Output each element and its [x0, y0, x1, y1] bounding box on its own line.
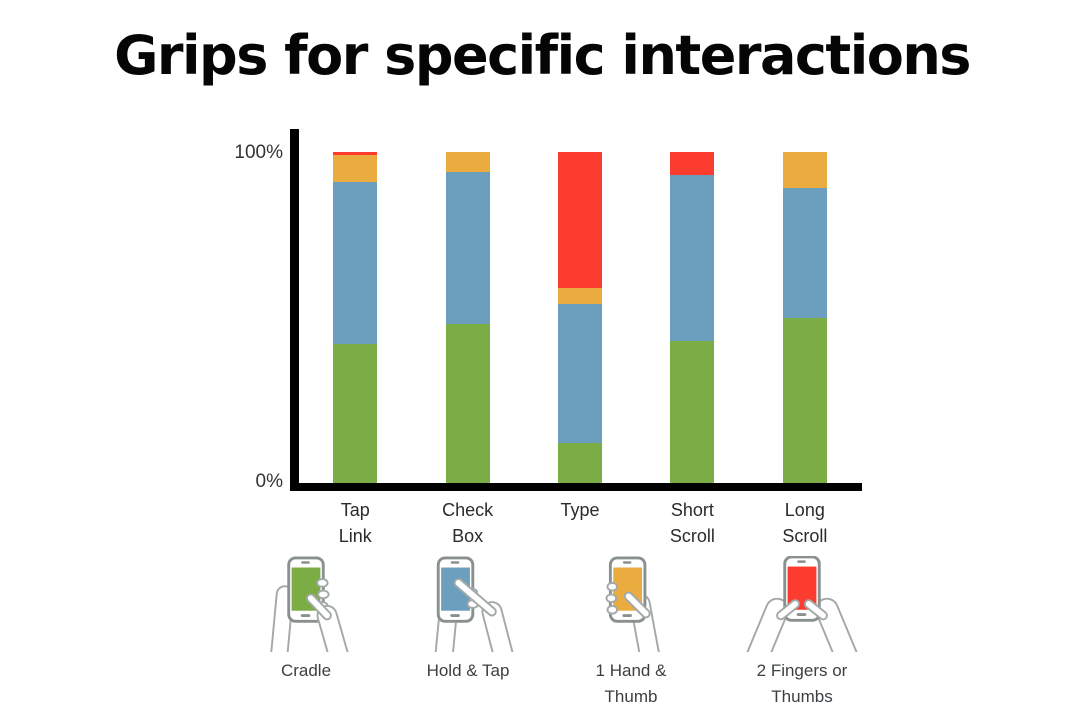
- bar-segment-hold-tap: [670, 175, 715, 341]
- x-tick-label: Long Scroll: [782, 500, 828, 546]
- bars: [299, 152, 861, 483]
- x-axis-line: [290, 483, 862, 491]
- bar-segment-2-fingers-or-thumbs: [333, 152, 378, 156]
- bar-segment-cradle: [670, 340, 715, 483]
- one-hand-thumb-grip-icon: [588, 556, 674, 652]
- page-title: Grips for specific interactions: [114, 24, 971, 87]
- bar-check-box: [445, 152, 490, 483]
- cradle-label: Cradle: [280, 661, 332, 680]
- y-tick-0: 0%: [255, 471, 283, 492]
- phone: [287, 556, 325, 623]
- bar-segment-2-fingers-or-thumbs: [670, 152, 715, 176]
- cradle-grip-icon: [256, 556, 356, 652]
- bar-segment-hold-tap: [333, 181, 378, 344]
- two-fingers-thumbs-label: 2 Fingers or Thumbs: [756, 661, 848, 706]
- bar-segment-cradle: [445, 324, 490, 483]
- x-tick-labels: Tap Link Check Box Type Short Scroll Long Sc…: [299, 497, 861, 549]
- bar-segment-hold-tap: [557, 304, 602, 444]
- bar-segment-cradle: [557, 443, 602, 483]
- one-hand-thumb-label: 1 Hand & Thumb: [595, 661, 667, 706]
- bar-segment-hold-tap: [782, 188, 827, 318]
- x-tick-label: Type: [560, 500, 600, 520]
- two-fingers-thumbs-grip-icon: [742, 556, 862, 652]
- x-tick-label: Short Scroll: [669, 500, 715, 546]
- bar-segment-hold-tap: [445, 171, 490, 325]
- x-tick-label: Check Box: [442, 500, 494, 546]
- bar-segment-1-hand-thumb: [782, 152, 827, 189]
- y-axis-line: [290, 129, 299, 491]
- bar-segment-2-fingers-or-thumbs: [557, 152, 602, 288]
- bar-segment-1-hand-thumb: [333, 155, 378, 182]
- hold-tap-label: Hold & Tap: [426, 661, 510, 680]
- bar-type: [557, 152, 602, 483]
- x-tick-label: Tap Link: [338, 500, 372, 546]
- bar-tap-link: [333, 152, 378, 483]
- bar-segment-1-hand-thumb: [445, 152, 490, 172]
- hold-tap-grip-icon: [414, 556, 522, 652]
- bar-long-scroll: [782, 152, 827, 483]
- bar-segment-cradle: [782, 317, 827, 483]
- bar-segment-cradle: [333, 343, 378, 483]
- bar-segment-1-hand-thumb: [557, 287, 602, 305]
- bar-short-scroll: [670, 152, 715, 483]
- y-tick-100: 100%: [234, 142, 283, 163]
